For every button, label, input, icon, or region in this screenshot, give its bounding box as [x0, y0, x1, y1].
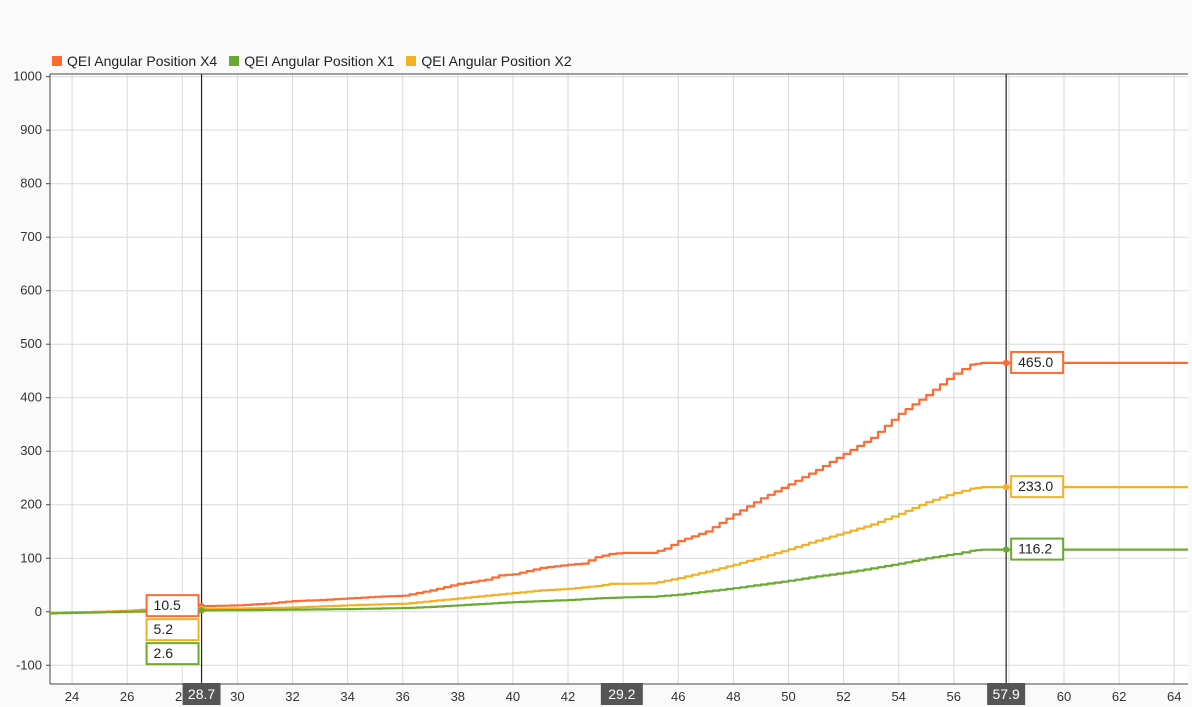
cursor-value-box — [1010, 350, 1065, 374]
cursor-label: 57.9 — [993, 686, 1020, 702]
cursor-value-box — [145, 618, 200, 642]
cursor-value-box — [1010, 475, 1065, 499]
cursor-label-box — [987, 683, 1026, 705]
cursor-label: 28.7 — [188, 686, 215, 702]
x-tick-label: 34 — [340, 689, 354, 704]
series-line-x4 — [50, 361, 1188, 614]
x-tick-label: 62 — [1112, 689, 1126, 704]
y-tick-label: 800 — [20, 176, 42, 191]
cursor-point-x4 — [1002, 359, 1010, 367]
y-tick-label: 700 — [20, 229, 42, 244]
y-tick-label: 0 — [35, 604, 42, 619]
delta-label: 29.2 — [608, 686, 635, 702]
cursor-value-box — [1010, 537, 1065, 561]
x-tick-label: 46 — [671, 689, 685, 704]
y-tick-label: 400 — [20, 390, 42, 405]
x-tick-label: 38 — [451, 689, 465, 704]
y-tick-label: 100 — [20, 550, 42, 565]
legend-item[interactable]: QEI Angular Position X1 — [229, 53, 394, 69]
series-line-x2 — [50, 486, 1188, 614]
x-tick-label: 40 — [506, 689, 520, 704]
x-tick-label: 52 — [836, 689, 850, 704]
x-tick-label: 42 — [561, 689, 575, 704]
legend-swatch — [406, 56, 417, 66]
y-tick-label: 200 — [20, 497, 42, 512]
cursor-point-x1 — [198, 607, 205, 614]
y-tick-label: 500 — [20, 336, 42, 351]
legend-item[interactable]: QEI Angular Position X2 — [406, 53, 572, 69]
x-tick-label: 26 — [120, 689, 134, 704]
cursor-value: 116.2 — [1018, 541, 1052, 557]
cursor-label-box — [182, 683, 221, 705]
x-tick-label: 60 — [1057, 689, 1071, 704]
cursor-value: 5.2 — [154, 621, 174, 637]
x-tick-label: 24 — [65, 689, 79, 704]
cursor-point-x2 — [1002, 483, 1010, 491]
legend-label: QEI Angular Position X1 — [244, 53, 395, 69]
legend-swatch — [229, 56, 240, 66]
cursor-value: 465.0 — [1018, 354, 1053, 370]
cursor-value: 2.6 — [154, 645, 174, 661]
legend-label: QEI Angular Position X2 — [421, 53, 572, 69]
cursor-value: 233.0 — [1018, 478, 1053, 494]
y-tick-label: 600 — [20, 283, 42, 298]
x-tick-label: 32 — [285, 689, 299, 704]
delta-label-box — [600, 683, 643, 705]
y-tick-label: 1000 — [13, 69, 42, 84]
x-tick-label: 64 — [1167, 689, 1181, 704]
y-tick-label: -100 — [16, 657, 42, 672]
y-tick-label: 900 — [20, 122, 42, 137]
legend-item[interactable]: QEI Angular Position X4 — [52, 53, 217, 69]
cursor-value-box — [145, 642, 200, 666]
y-tick-label: 300 — [20, 443, 42, 458]
x-tick-label: 50 — [781, 689, 795, 704]
legend-swatch — [52, 56, 62, 66]
legend-label: QEI Angular Position X4 — [67, 53, 218, 69]
x-tick-label: 54 — [891, 689, 905, 704]
cursor-value-box — [145, 594, 200, 618]
x-tick-label: 30 — [230, 689, 244, 704]
x-tick-label: 48 — [726, 689, 740, 704]
x-tick-label: 56 — [947, 689, 961, 704]
cursor-value: 10.5 — [154, 597, 181, 613]
series-line-x1 — [50, 548, 1188, 615]
x-tick-label: 36 — [395, 689, 409, 704]
chart-legend: QEI Angular Position X4 QEI Angular Posit… — [52, 51, 572, 71]
cursor-point-x1 — [1002, 546, 1010, 553]
plot-area — [50, 74, 1188, 684]
